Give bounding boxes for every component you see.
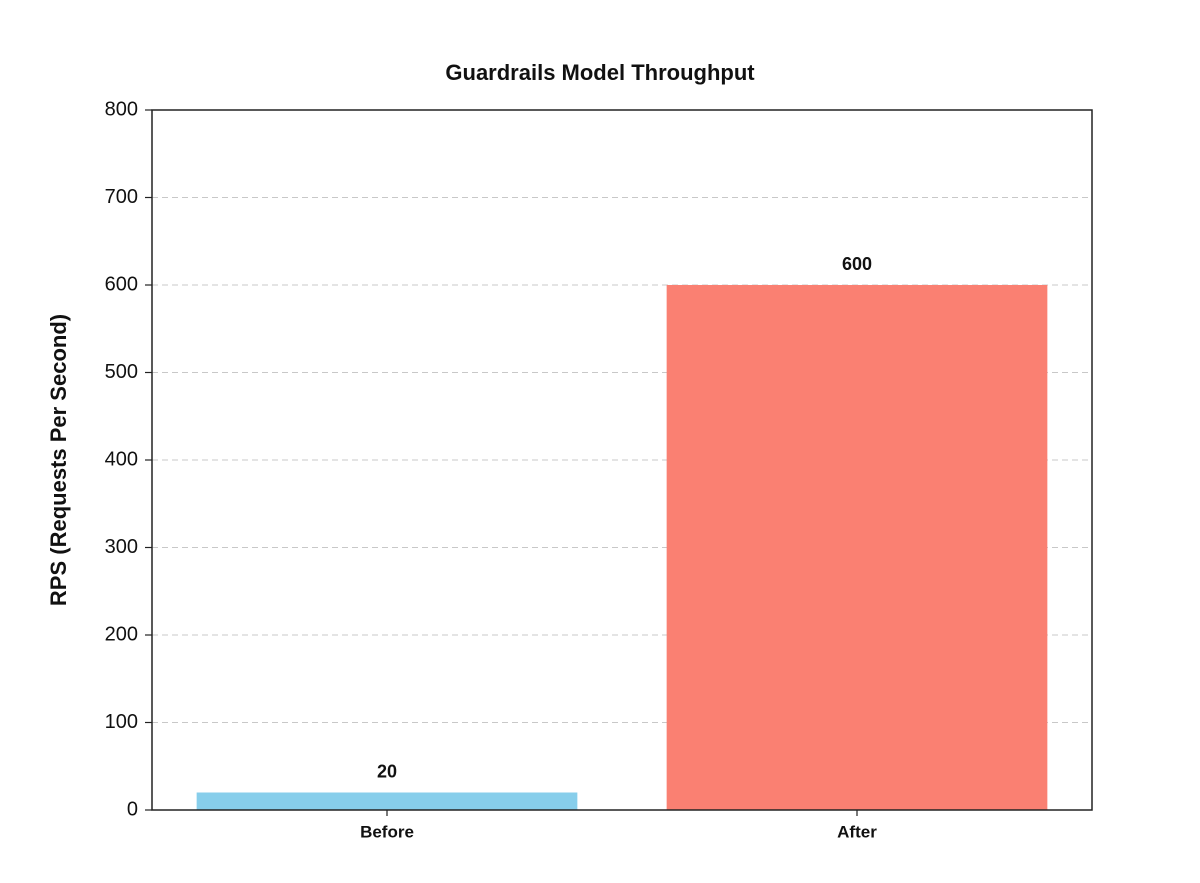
plot-frame — [151, 109, 1093, 811]
y-tick-label: 400 — [105, 448, 138, 470]
y-tick-label: 700 — [105, 186, 138, 208]
chart-title: Guardrails Model Throughput — [445, 60, 755, 85]
x-tick-label: After — [837, 822, 877, 841]
y-tick-label: 800 — [105, 98, 138, 120]
data-label: 600 — [842, 254, 872, 274]
x-tick-label: Before — [360, 822, 414, 841]
bar — [666, 285, 1048, 810]
bar — [196, 792, 578, 810]
y-tick-label: 200 — [105, 623, 138, 645]
data-label: 20 — [377, 761, 397, 781]
y-tick-label: 600 — [105, 273, 138, 295]
y-tick-label: 100 — [105, 711, 138, 733]
y-tick-label: 300 — [105, 536, 138, 558]
y-tick-label: 0 — [127, 798, 138, 820]
y-axis-label: RPS (Requests Per Second) — [46, 314, 71, 606]
y-tick-label: 500 — [105, 361, 138, 383]
